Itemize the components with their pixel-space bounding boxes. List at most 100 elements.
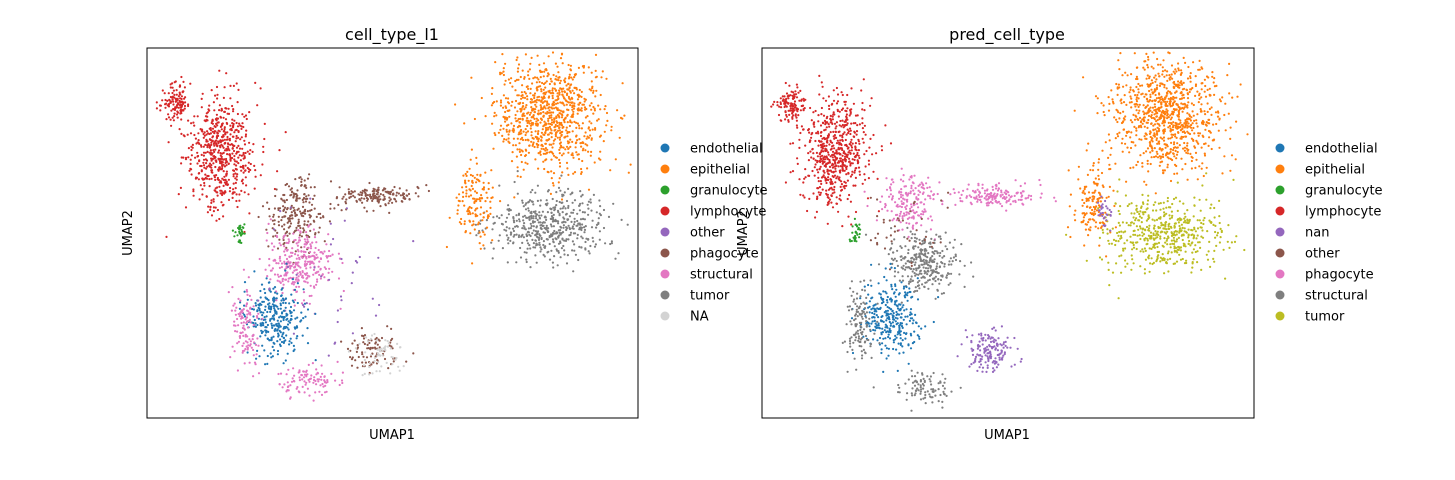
point-epithelial: [1162, 132, 1165, 135]
point-epithelial: [1152, 129, 1155, 132]
point-epithelial: [487, 182, 490, 185]
point-structural: [233, 350, 236, 353]
point-tumor: [1117, 209, 1120, 213]
point-phagocyte: [273, 207, 276, 210]
point-tumor: [587, 207, 590, 210]
panel-title: cell_type_l1: [345, 25, 439, 45]
point-structural: [308, 224, 311, 227]
point-phagocyte: [387, 367, 390, 370]
point-epithelial: [499, 128, 502, 131]
point-epithelial: [543, 105, 546, 108]
point-epithelial: [1207, 118, 1210, 121]
point-structural: [304, 260, 307, 263]
point-lymphocyte: [167, 92, 170, 95]
point-endothelial: [252, 315, 255, 318]
point-epithelial: [1184, 61, 1187, 64]
point-structural: [298, 379, 301, 382]
point-epithelial: [482, 188, 485, 191]
point-epithelial: [558, 142, 562, 145]
point-lymphocyte: [205, 138, 208, 141]
point-tumor: [497, 239, 500, 242]
point-structural: [304, 240, 307, 243]
point-lymphocyte: [228, 149, 231, 152]
point-structural: [321, 273, 324, 276]
point-epithelial: [1101, 149, 1104, 152]
point-tumor: [485, 219, 488, 222]
point-endothelial: [258, 355, 261, 358]
point-structural: [288, 255, 291, 259]
point-structural: [278, 383, 281, 386]
point-tumor: [1114, 243, 1117, 247]
point-lymphocyte: [183, 104, 187, 108]
point-epithelial: [467, 179, 470, 182]
point-tumor: [1206, 258, 1210, 261]
point-epithelial: [580, 107, 583, 110]
point-epithelial: [1174, 91, 1177, 94]
point-NA: [394, 358, 397, 361]
point-epithelial: [516, 137, 519, 140]
point-phagocyte: [303, 229, 306, 232]
point-epithelial: [1208, 94, 1212, 97]
point-phagocyte: [323, 240, 326, 243]
point-epithelial: [533, 94, 536, 97]
point-tumor: [1188, 218, 1191, 221]
point-epithelial: [1094, 95, 1098, 98]
point-lymphocyte: [231, 196, 234, 199]
point-endothelial: [266, 310, 269, 314]
point-lymphocyte: [209, 208, 212, 211]
point-epithelial: [1158, 142, 1161, 145]
point-tumor: [617, 252, 620, 255]
point-epithelial: [1158, 107, 1161, 111]
point-structural: [279, 259, 282, 262]
point-epithelial: [1122, 101, 1126, 104]
point-structural: [305, 231, 308, 234]
point-tumor: [1154, 201, 1157, 204]
point-phagocyte: [305, 195, 308, 198]
point-tumor: [576, 233, 579, 236]
point-structural: [331, 253, 334, 256]
point-epithelial: [1146, 74, 1149, 77]
point-phagocyte: [353, 196, 356, 199]
point-phagocyte: [362, 337, 366, 340]
point-tumor: [1108, 284, 1111, 287]
point-structural: [229, 356, 232, 359]
point-epithelial: [1169, 148, 1172, 151]
point-tumor: [552, 231, 555, 234]
point-lymphocyte: [212, 200, 215, 203]
point-phagocyte: [304, 200, 308, 203]
point-tumor: [583, 211, 587, 214]
point-structural: [312, 285, 316, 288]
point-tumor: [532, 203, 535, 206]
point-tumor: [1173, 262, 1177, 265]
point-tumor: [1141, 248, 1144, 251]
point-epithelial: [544, 129, 548, 132]
point-endothelial: [293, 326, 296, 329]
point-lymphocyte: [219, 192, 222, 195]
point-epithelial: [545, 91, 548, 94]
legend-label-endothelial: endothelial: [690, 142, 763, 157]
point-structural: [257, 312, 260, 315]
point-lymphocyte: [244, 151, 247, 155]
point-tumor: [506, 261, 509, 264]
point-lymphocyte: [217, 140, 220, 143]
point-endothelial: [302, 288, 305, 291]
point-tumor: [1157, 241, 1161, 244]
point-epithelial: [516, 166, 519, 169]
point-tumor: [1162, 227, 1165, 230]
point-tumor: [531, 238, 534, 241]
point-tumor: [557, 242, 561, 245]
point-structural: [299, 272, 302, 276]
point-lymphocyte: [194, 137, 197, 140]
point-phagocyte: [340, 340, 343, 343]
point-epithelial: [531, 108, 534, 111]
point-epithelial: [542, 133, 545, 136]
point-tumor: [558, 234, 561, 237]
point-endothelial: [270, 322, 273, 325]
point-lymphocyte: [226, 131, 229, 134]
point-epithelial: [1116, 87, 1119, 90]
point-tumor: [1139, 250, 1142, 253]
point-structural: [315, 283, 318, 286]
point-epithelial: [1200, 88, 1203, 91]
point-lymphocyte: [208, 104, 211, 107]
point-epithelial: [580, 95, 583, 98]
